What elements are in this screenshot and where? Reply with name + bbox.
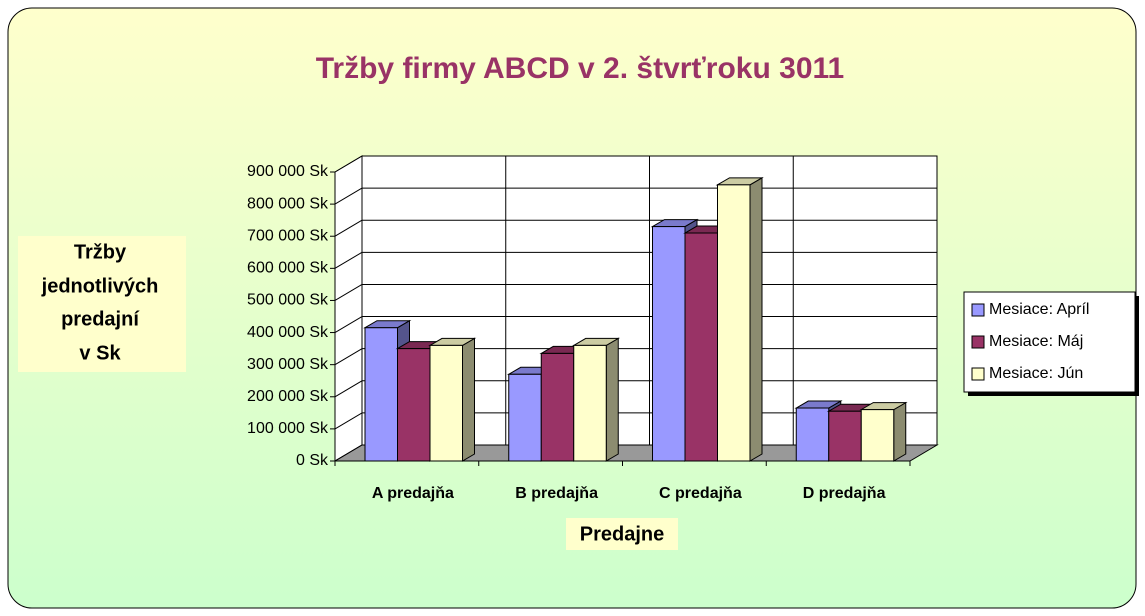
y-tick-label: 400 000 Sk [247, 324, 329, 341]
grid-line [334, 380, 363, 398]
y-label: Tržby [74, 241, 127, 263]
y-label-box [18, 236, 186, 372]
y-label: v Sk [79, 342, 121, 364]
bar-side [462, 337, 475, 462]
x-tick-label: B predajňa [515, 485, 598, 502]
bar [397, 348, 431, 462]
y-tick-label: 700 000 Sk [247, 227, 329, 244]
grid-line [334, 444, 363, 462]
x-tick-label: C predajňa [659, 485, 742, 502]
grid-line [334, 187, 363, 205]
y-tick-label: 300 000 Sk [247, 356, 329, 373]
bar [717, 184, 751, 462]
grid-line [334, 219, 363, 237]
y-tick-label: 900 000 Sk [247, 163, 329, 180]
bar [795, 407, 830, 462]
y-label: predajní [61, 308, 140, 330]
grid-line [334, 316, 363, 333]
bar [573, 344, 607, 462]
legend-swatch [971, 367, 985, 381]
bar [652, 226, 686, 462]
bar [860, 409, 895, 462]
y-tick-label: 0 Sk [296, 452, 329, 469]
y-tick-label: 500 000 Sk [247, 292, 329, 309]
bar [684, 232, 718, 462]
legend-swatch [971, 303, 985, 317]
x-tick-label: A predajňa [372, 485, 454, 502]
legend-label: Mesiace: Apríl [989, 301, 1089, 318]
y-tick-label: 200 000 Sk [247, 388, 329, 405]
grid-line [334, 284, 363, 301]
x-label: Predajne [580, 523, 664, 545]
bar [828, 410, 862, 462]
bar-side [749, 176, 763, 462]
bar [364, 327, 398, 462]
legend-label: Mesiace: Máj [989, 333, 1083, 350]
grid-line [334, 251, 363, 269]
x-tick-label: D predajňa [803, 485, 886, 502]
y-label: jednotlivých [41, 275, 159, 297]
grid-line [334, 155, 363, 173]
legend-label: Mesiace: Jún [989, 365, 1083, 382]
grid-line [334, 348, 363, 366]
chart-title: Tržby firmy ABCD v 2. štvrťroku 3011 [316, 52, 844, 85]
bar [429, 344, 463, 462]
legend [963, 291, 1136, 393]
legend-swatch [971, 335, 985, 349]
bar-side [893, 401, 907, 462]
bar-side [605, 337, 619, 462]
y-tick-label: 800 000 Sk [247, 195, 329, 212]
bar [508, 373, 542, 462]
bar [540, 352, 575, 462]
y-tick-label: 600 000 Sk [247, 260, 329, 277]
x-label-box [566, 518, 678, 550]
y-tick-label: 100 000 Sk [247, 420, 329, 437]
grid-line [334, 412, 363, 430]
